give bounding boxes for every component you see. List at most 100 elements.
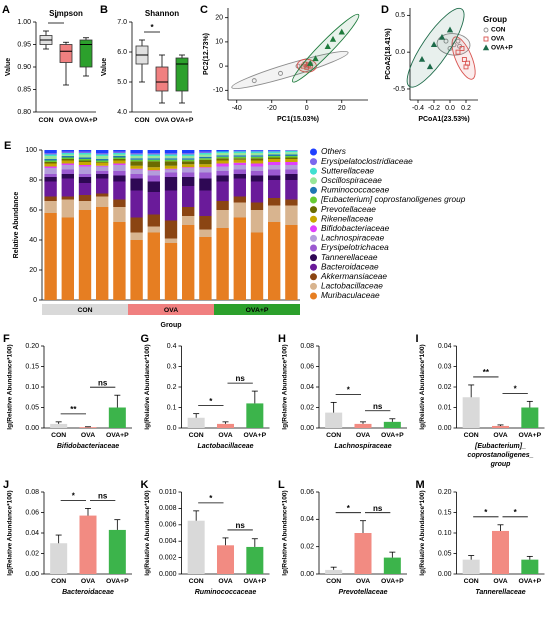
bar-segment [44,168,57,174]
y-tick-label: 0.02 [300,404,314,411]
y-tick-label: 80 [29,177,37,184]
y-tick-label: 0.20 [438,489,452,496]
y-tick-label: 0.03 [438,363,452,370]
bar-segment [96,165,109,167]
x-tick-label: -40 [232,105,242,112]
bar-segment [268,205,281,222]
x-tick-label: CON [189,578,204,585]
bar [325,412,343,428]
bar-segment [164,154,178,156]
bar-segment [233,158,246,160]
bar-segment [268,165,281,170]
legend-label: Rikenellaceae [321,213,374,223]
point [426,63,434,70]
bar-segment [130,158,143,160]
legend-swatch [310,177,317,185]
y-tick-label: 0.0 [395,49,405,56]
point [455,38,461,44]
bar-segment [113,157,126,159]
legend-label: Ruminococcaceae [321,185,390,195]
y-tick-label: 0.00 [300,571,314,578]
bar-segment [130,190,143,218]
bar-segment [250,163,264,167]
bar-segment [182,172,195,177]
bar-segment [233,169,246,174]
bar-segment [113,199,126,207]
y-tick-label: 0.15 [438,509,452,516]
bar [187,520,205,574]
bar-segment [78,150,92,152]
bar-segment [113,156,126,158]
y-tick-label: 7.0 [117,19,127,26]
bar-segment [164,243,178,300]
legend-label: Akkermansiaceae [320,271,387,281]
bar-segment [285,150,298,151]
bar-segment [199,154,212,157]
bar-segment [147,167,160,171]
legend-label: Muribaculaceae [321,290,380,300]
bar-segment [199,229,212,237]
legend-swatch [310,206,317,214]
bar-segment [199,151,212,153]
bar-segment [44,153,57,155]
x-axis-label: Bacteroidaceae [62,589,114,596]
bar-segment [285,165,298,170]
bar-segment [164,150,178,153]
x-tick-label: CON [464,578,479,585]
legend-label: [Eubacterium] coprostanoligenes group [320,194,466,204]
bar [491,530,510,574]
bar-segment [285,152,298,155]
bar-segment [250,150,264,151]
bar-segment [78,157,92,159]
legend-swatch [310,186,317,194]
bar-segment [147,171,160,176]
bar-segment [44,181,57,197]
x-tick-label: 0.0 [445,105,455,112]
bar-segment [250,151,264,153]
bar-segment [113,175,126,182]
x-tick-label: OVA+P [106,578,129,585]
bar-segment [285,180,298,200]
bar-segment [96,160,109,162]
y-tick-label: 0.004 [159,538,177,545]
bar-segment [199,153,212,155]
y-tick-label: 0.10 [438,530,452,537]
bar-segment [44,177,57,182]
bar-segment [164,158,178,160]
point [338,28,345,35]
bar-segment [216,181,229,201]
bar-segment [130,178,143,191]
panel-letter: A [2,4,10,16]
bar-segment [130,150,143,153]
bar-segment [216,163,229,167]
y-tick-label: 0.5 [395,12,405,19]
box [59,44,73,63]
y-tick-label: 0.00 [300,425,314,432]
bar-segment [61,157,74,159]
bar-segment [61,196,74,200]
x-tick-label: OVA+P [518,432,541,439]
legend-swatch [310,148,317,156]
bar-segment [199,172,212,179]
legend-swatch [310,244,317,252]
bar-segment [268,162,281,165]
y-tick-label: 0.00 [25,425,39,432]
x-tick-label: OVA+P [518,578,541,585]
bar-segment [199,158,212,160]
y-tick-label: 0.15 [25,363,39,370]
bar-segment [199,237,212,300]
x-axis-label: group [490,461,512,468]
bar-segment [78,174,92,177]
x-axis-label: Lactobacillaceae [197,443,253,450]
bar-segment [199,167,212,168]
bar-segment [268,154,281,156]
bar [79,427,97,428]
point [459,46,465,51]
legend-label: Lactobacillaceae [321,281,383,291]
point [438,33,446,40]
bar-segment [130,217,143,233]
y-axis-label: lg(Relative Abundance*100) [144,490,151,575]
significance-label: * [514,384,518,393]
bar-segment [78,162,92,165]
point [443,38,449,44]
